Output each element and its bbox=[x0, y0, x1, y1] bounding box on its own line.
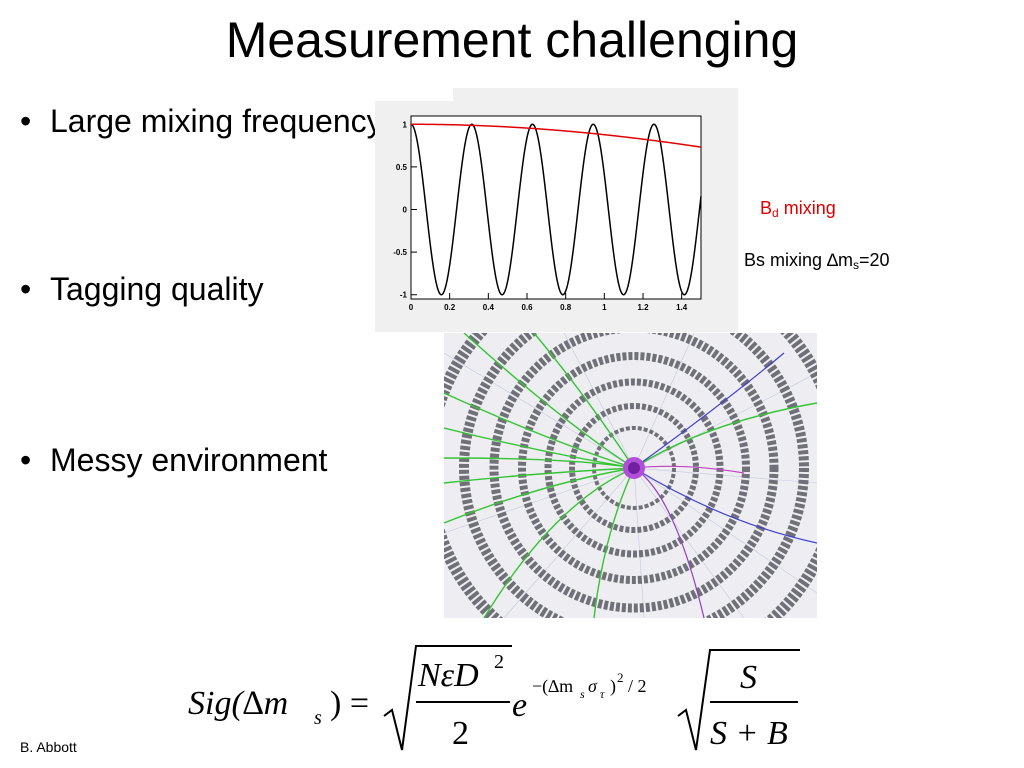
plot-frame-notch bbox=[375, 88, 453, 101]
formula-exp-sub-s: s bbox=[580, 687, 585, 701]
y-tick-label: 0 bbox=[403, 206, 408, 215]
significance-formula: Sig(∆m s ) = NεD 2 2 e −(∆m s σ τ ) 2 / … bbox=[188, 645, 800, 752]
bd-label-rest: mixing bbox=[778, 198, 836, 218]
bs-label-rest: =20 bbox=[859, 250, 890, 270]
x-tick-label: 1.2 bbox=[637, 303, 649, 312]
sqrt-symbol-2 bbox=[677, 649, 800, 751]
bullet-item: • Tagging quality bbox=[20, 268, 390, 310]
bullet-text: Tagging quality bbox=[50, 271, 264, 307]
formula-exp-close: ) bbox=[610, 676, 616, 697]
formula-exp-base: e bbox=[512, 687, 527, 724]
bullet-text: Messy environment bbox=[50, 442, 328, 478]
y-tick-label: 0.5 bbox=[396, 163, 408, 172]
x-tick-label: 0.2 bbox=[444, 303, 456, 312]
formula-exp-tail: / 2 bbox=[628, 676, 647, 696]
bs-label-main: Bs mixing ∆m bbox=[744, 250, 854, 270]
mixing-plot: -1 -0.5 0 0.5 1 0 0.2 0.4 0.6 0.8 1 1.2 1.4 bbox=[393, 115, 702, 312]
formula-exp-sub-tau: τ bbox=[600, 687, 605, 701]
bullet-item: • Large mixing frequency bbox=[20, 100, 390, 142]
bullet-dot: • bbox=[20, 271, 32, 307]
y-tick-label: -0.5 bbox=[393, 248, 407, 257]
bs-mixing-label: Bs mixing ∆ms=20 bbox=[744, 250, 890, 272]
series-bd-line bbox=[411, 123, 702, 148]
series-bs-line bbox=[410, 123, 702, 296]
plot-area bbox=[410, 115, 702, 300]
detector-event-display bbox=[444, 333, 817, 618]
bs-label-sub: s bbox=[853, 258, 860, 272]
bullet-text: Large mixing frequency bbox=[50, 103, 383, 139]
formula-lhs-close: ) = bbox=[330, 685, 369, 722]
mixing-plot-frame: -1 -0.5 0 0.5 1 0 0.2 0.4 0.6 0.8 1 1.2 1.4 bbox=[375, 88, 738, 332]
formula-den1: 2 bbox=[452, 715, 469, 752]
x-tick-label: 1.4 bbox=[676, 303, 688, 312]
formula-lhs: Sig(∆m bbox=[188, 685, 288, 722]
detector-event-display-icon bbox=[444, 333, 817, 618]
sqrt-symbol-1 bbox=[383, 645, 512, 751]
bullet-item: • Messy environment bbox=[20, 439, 390, 481]
formula-num2: S bbox=[740, 659, 757, 696]
formula-num1: NεD bbox=[417, 657, 479, 694]
x-tick-label: 1 bbox=[602, 303, 607, 312]
formula-den2: S + B bbox=[710, 715, 788, 752]
formula-exp-sup: 2 bbox=[617, 670, 624, 685]
bullet-dot: • bbox=[20, 442, 32, 478]
formula-num1-sup: 2 bbox=[494, 651, 504, 673]
bullet-dot: • bbox=[20, 103, 32, 139]
bd-label-sub: d bbox=[772, 206, 779, 220]
x-tick-label: 0.4 bbox=[483, 303, 495, 312]
formula-lhs-sub: s bbox=[314, 707, 322, 729]
slide-title: Measurement challenging bbox=[225, 12, 799, 68]
formula-exp-sigma: σ bbox=[588, 676, 598, 696]
formula-exponent: −(∆m bbox=[532, 676, 573, 697]
x-tick-label: 0 bbox=[409, 303, 414, 312]
author-credit: B. Abbott bbox=[20, 739, 77, 755]
y-tick-label: -1 bbox=[400, 291, 408, 300]
x-tick-label: 0.8 bbox=[560, 303, 572, 312]
x-tick-label: 0.6 bbox=[521, 303, 533, 312]
y-tick-label: 1 bbox=[403, 120, 408, 129]
bd-mixing-label: Bd mixing bbox=[760, 198, 836, 220]
bd-label-main: B bbox=[760, 198, 773, 218]
